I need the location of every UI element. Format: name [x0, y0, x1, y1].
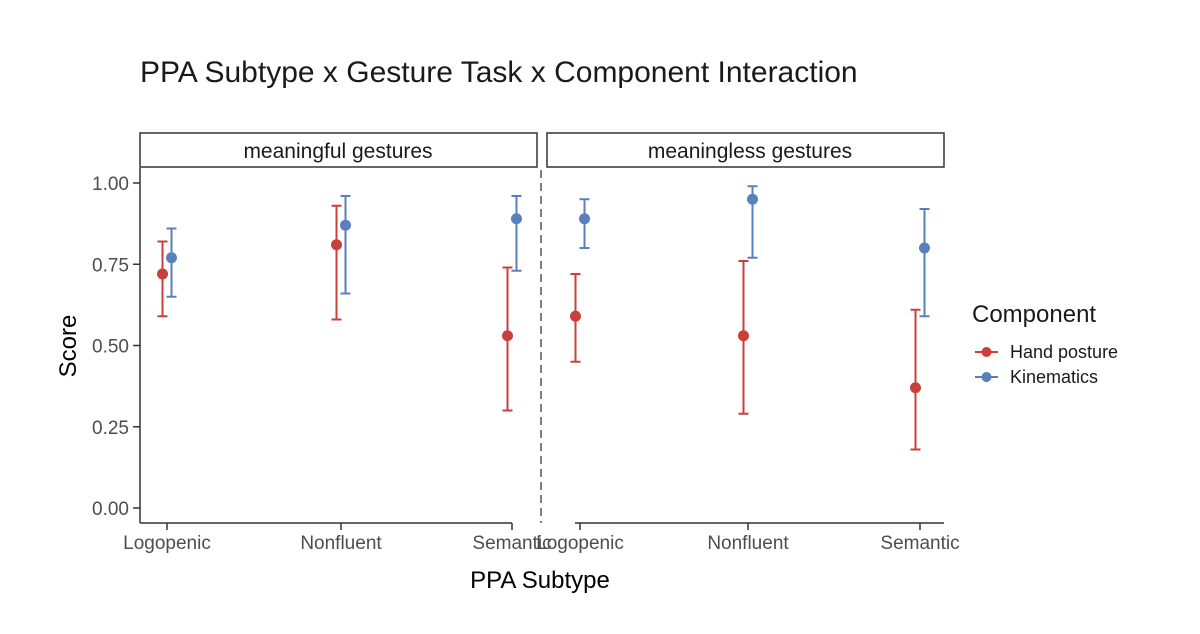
- x-tick-label: Semantic: [880, 533, 959, 554]
- point-meaningless-gestures-kinematics-logopenic: [579, 213, 590, 225]
- legend-key-hand-posture: [975, 347, 998, 357]
- legend-title: Component: [972, 301, 1096, 328]
- x-tick-label: Semantic: [472, 533, 551, 554]
- facet-strip-meaningful: [139, 132, 538, 168]
- point-meaningful-gestures-hand-posture-semantic: [502, 330, 513, 342]
- legend: Component Hand posture Kinematics: [972, 301, 1118, 387]
- facet-strip-meaningless: [546, 132, 945, 168]
- x-tick-label: Nonfluent: [707, 533, 789, 554]
- y-axis-title: Score: [55, 315, 82, 378]
- legend-label-kinematics: Kinematics: [1010, 367, 1098, 387]
- facet-label-meaningless: meaningless gestures: [648, 140, 852, 163]
- y-tick-label: 0.25: [92, 418, 129, 439]
- point-meaningless-gestures-kinematics-nonfluent: [747, 193, 758, 205]
- chart-title: PPA Subtype x Gesture Task x Component I…: [140, 56, 858, 89]
- point-meaningless-gestures-kinematics-semantic: [919, 242, 930, 254]
- axes: [139, 168, 944, 524]
- point-meaningless-gestures-hand-posture-nonfluent: [738, 330, 749, 342]
- y-tick-label: 1.00: [92, 174, 129, 195]
- x-tick-label: Nonfluent: [300, 533, 382, 554]
- legend-key-kinematics-point: [981, 372, 992, 382]
- y-tick-label: 0.75: [92, 255, 129, 276]
- point-meaningful-gestures-kinematics-semantic: [511, 213, 522, 225]
- point-meaningful-gestures-kinematics-nonfluent: [340, 219, 351, 231]
- point-meaningful-gestures-hand-posture-nonfluent: [331, 239, 342, 251]
- point-meaningless-gestures-hand-posture-semantic: [910, 382, 921, 394]
- point-meaningful-gestures-kinematics-logopenic: [166, 252, 177, 264]
- x-tick-label: Logopenic: [536, 533, 624, 554]
- y-tick-label: 0.50: [92, 337, 129, 358]
- data-marks: [157, 185, 930, 451]
- legend-key-kinematics: [975, 372, 998, 382]
- x-tick-label: Logopenic: [123, 533, 211, 554]
- x-axis-title: PPA Subtype: [470, 567, 610, 594]
- facet-label-meaningful: meaningful gestures: [243, 140, 432, 163]
- point-meaningful-gestures-hand-posture-logopenic: [157, 268, 168, 280]
- y-ticks: 0.00 0.25 0.50 0.75 1.00: [92, 174, 140, 520]
- legend-key-hand-posture-point: [981, 347, 992, 357]
- y-tick-label: 0.00: [92, 499, 129, 520]
- facet-strips: meaningful gestures meaningless gestures: [139, 132, 945, 168]
- legend-label-hand-posture: Hand posture: [1010, 342, 1118, 362]
- point-meaningless-gestures-hand-posture-logopenic: [570, 310, 581, 322]
